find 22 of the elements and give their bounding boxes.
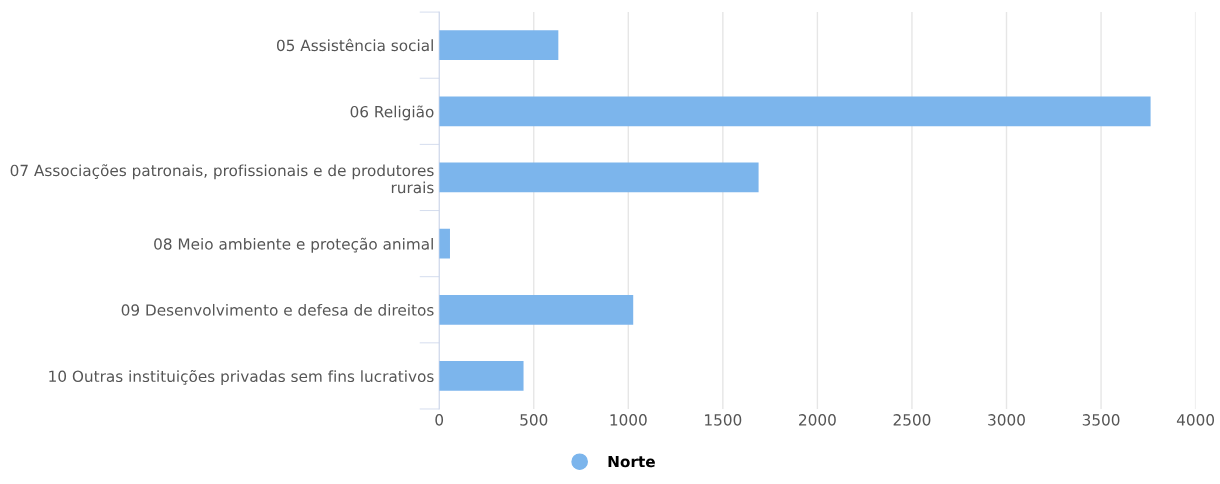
y-tick-label: 06 Religião [350,105,434,121]
bar [439,361,524,391]
y-tick-label: 08 Meio ambiente e proteção animal [154,237,433,253]
x-tick-label: 2500 [893,414,931,426]
bar [439,162,759,193]
bar [439,96,1151,127]
x-tick-label: 3500 [1082,414,1120,426]
x-tick-label: 3000 [988,414,1025,426]
y-tick-label: 07 Associações patronais, profissionais e de produtores rurais [10,164,434,194]
legend-label: Norte [608,455,655,468]
x-tick-label: 2000 [799,414,836,426]
y-tick-label: 05 Assistência social [276,38,433,52]
x-tick-label: 1500 [705,414,742,426]
y-tick-label: 10 Outras instituições privadas sem fins lucrativos [49,369,434,386]
x-tick-label: 500 [520,414,548,426]
x-tick-label: 4000 [1176,414,1215,426]
bar [439,228,450,259]
y-tick-label: 09 Desenvolvimento e defesa de direitos [121,303,434,316]
bar [439,30,559,61]
x-tick-label: 0 [435,414,444,426]
bar [439,294,634,325]
x-tick-label: 1000 [610,414,647,426]
